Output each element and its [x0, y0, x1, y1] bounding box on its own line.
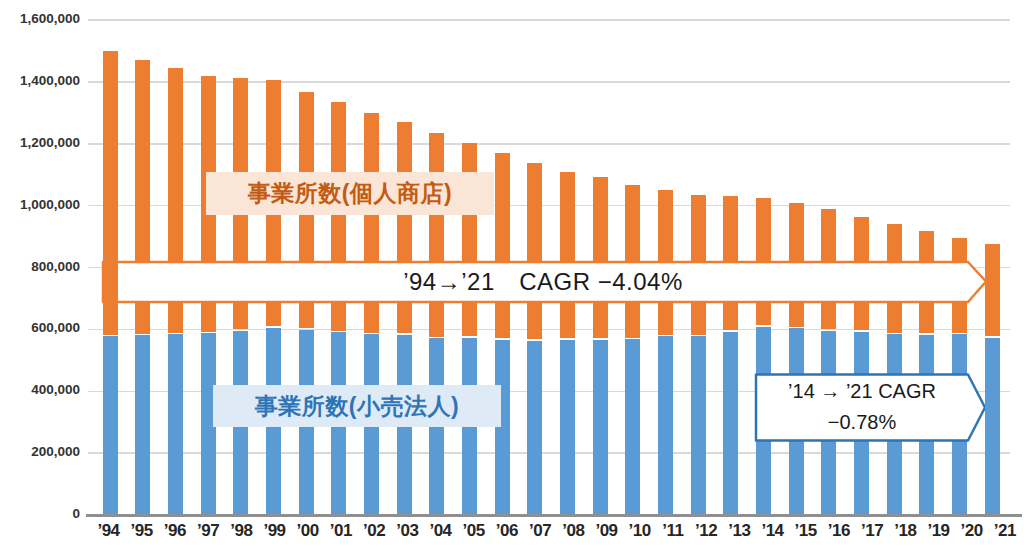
gridline	[88, 143, 1010, 145]
y-tick-label: 1,600,000	[0, 11, 80, 26]
retail-corporations-segment	[691, 336, 706, 514]
retail-corporations-segment	[527, 341, 542, 514]
stacked-bar-00	[299, 0, 314, 515]
y-tick-label: 600,000	[0, 320, 80, 335]
gridline	[88, 452, 1010, 454]
cagr-recent-label: ’14 → ’21 CAGR −0.78%	[756, 374, 968, 440]
personal-shops-segment	[593, 177, 608, 338]
cagr-total-label: ’94→’21 CAGR −4.04%	[100, 259, 986, 305]
gridline	[88, 329, 1010, 331]
cagr-recent-label-line2: −0.78%	[828, 407, 896, 438]
y-tick-label: 200,000	[0, 444, 80, 459]
x-axis-line	[86, 514, 1022, 517]
y-tick-label: 1,200,000	[0, 135, 80, 150]
stacked-bar-99	[266, 0, 281, 515]
stacked-bar-13	[723, 0, 738, 515]
stacked-bar-02	[364, 0, 379, 515]
stacked-bar-21	[985, 0, 1000, 515]
stacked-bar-12	[691, 0, 706, 515]
gridline	[88, 19, 1010, 21]
stacked-bar-94	[103, 0, 118, 515]
stacked-bar-10	[625, 0, 640, 515]
retail-corporations-segment	[658, 336, 673, 514]
personal-shops-segment	[103, 51, 118, 335]
x-tick-label: ’21	[985, 521, 1024, 541]
y-tick-label: 800,000	[0, 259, 80, 274]
retail-corporations-segment	[135, 335, 150, 514]
personal-shops-segment	[985, 244, 1000, 336]
personal-shops-segment	[560, 172, 575, 339]
personal-shops-segment	[527, 163, 542, 339]
stacked-bar-95	[135, 0, 150, 515]
gridline	[88, 81, 1010, 83]
stacked-bar-03	[397, 0, 412, 515]
stacked-bar-96	[168, 0, 183, 515]
retail-corporations-segment	[985, 338, 1000, 514]
retail-corporations-segment	[723, 332, 738, 514]
stacked-bar-08	[560, 0, 575, 515]
y-tick-label: 1,000,000	[0, 197, 80, 212]
stacked-bar-07	[527, 0, 542, 515]
personal-shops-series-label: 事業所数(個人商店)	[206, 172, 494, 215]
stacked-bar-05	[462, 0, 477, 515]
retail-corporations-segment	[168, 334, 183, 514]
y-tick-label: 1,400,000	[0, 73, 80, 88]
retail-corporations-segment	[593, 340, 608, 514]
personal-shops-segment	[495, 153, 510, 338]
stacked-bar-04	[429, 0, 444, 515]
retail-corporations-segment	[560, 340, 575, 514]
stacked-bar-97	[201, 0, 216, 515]
cagr-recent-label-line1: ’14 → ’21 CAGR	[788, 376, 936, 407]
y-tick-label: 400,000	[0, 382, 80, 397]
stacked-bar-11	[658, 0, 673, 515]
retail-corporations-segment	[625, 339, 640, 514]
stacked-bar-01	[331, 0, 346, 515]
y-tick-label: 0	[0, 506, 80, 521]
chart-canvas: 0 200,000 400,000 600,000 800,000 1,000,000 1,…	[0, 0, 1024, 553]
retail-corporations-segment	[103, 336, 118, 514]
stacked-bar-06	[495, 0, 510, 515]
stacked-bar-98	[233, 0, 248, 515]
retail-corporations-series-label: 事業所数(小売法人)	[213, 385, 501, 427]
stacked-bar-09	[593, 0, 608, 515]
